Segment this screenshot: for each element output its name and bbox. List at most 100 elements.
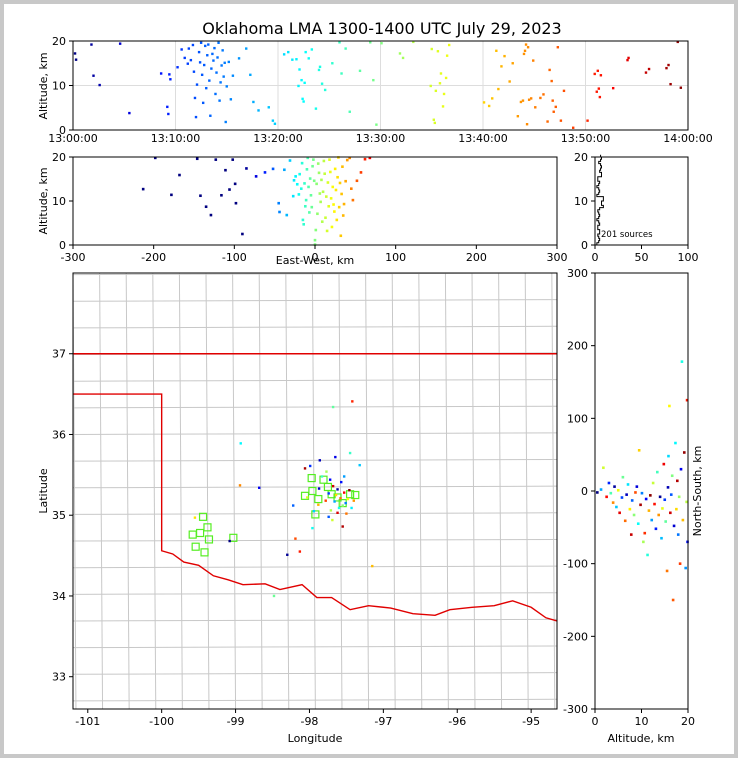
p1-source-point (441, 105, 445, 108)
p1-x-tick-label: 13:20:00 (253, 132, 302, 145)
p5-source-point (651, 481, 655, 485)
p1-source-point (503, 54, 506, 58)
p1-source-point (192, 70, 196, 73)
p1-source-point (166, 105, 169, 109)
p1-x-tick-label: 13:30:00 (356, 132, 405, 145)
p1-source-point (436, 50, 440, 53)
p2-source-point (345, 158, 349, 162)
p2-source-point (330, 225, 334, 229)
p4-y-tick-label: 34 (52, 590, 66, 603)
p4-lma-station (300, 491, 310, 500)
p4-source-point (228, 539, 231, 543)
p1-source-point (491, 97, 494, 100)
county-line (551, 273, 556, 709)
p1-source-point (599, 74, 603, 77)
p1-source-point (500, 65, 503, 68)
p1-source-point (302, 100, 305, 103)
p1-source-point (559, 119, 563, 122)
p2-source-point (337, 205, 341, 209)
p1-x-tick-label: 13:40:00 (458, 132, 507, 145)
p1-source-point (267, 106, 270, 109)
p4-source-point (350, 506, 353, 510)
p5-source-point (656, 470, 659, 474)
p1-source-point (300, 78, 303, 82)
p1-source-point (444, 76, 448, 80)
p3-x-tick-label: 50 (635, 251, 649, 264)
p1-source-point (438, 82, 442, 85)
p5-source-point (666, 486, 670, 489)
county-line (205, 273, 210, 709)
p1-source-point (205, 86, 208, 90)
p5-source-point (609, 491, 613, 495)
p2-source-point (245, 167, 248, 170)
p1-source-point (206, 54, 209, 57)
p5-source-point (637, 449, 641, 452)
p2-source-point (302, 223, 306, 226)
p2-source-point (323, 172, 326, 176)
p1-source-point (74, 58, 78, 61)
p2-source-point (283, 168, 286, 172)
plan-view-map-panel: -101 -100 -99 -98 -97 -96 -95 33 34 35 36 37 Longitu… (37, 272, 558, 745)
p5-source-point (599, 488, 603, 491)
p4-source-point (320, 475, 324, 478)
p1-source-point (586, 119, 589, 122)
p5-source-point (669, 493, 673, 496)
p1-source-point (667, 63, 670, 67)
p5-x-tick-label: 10 (635, 715, 649, 728)
p4-state-border (73, 393, 557, 622)
p4-source-point (193, 516, 197, 519)
county-line (524, 273, 529, 709)
p2-source-point (271, 167, 275, 171)
p4-source-point (292, 504, 295, 507)
p5-source-point (678, 562, 682, 565)
p1-source-point (216, 56, 219, 59)
p2-source-point (324, 195, 328, 198)
p2-source-point (338, 181, 342, 185)
p4-x-tick-label: -96 (448, 715, 466, 728)
p1-source-point (439, 72, 443, 75)
p4-y-axis-label: Latitude (37, 468, 50, 514)
p1-source-point (434, 89, 438, 93)
p5-source-point (668, 404, 671, 408)
p4-x-tick-label: -99 (227, 715, 245, 728)
altitude-time-panel: 13:00:00 13:10:00 13:20:00 13:30:00 13:40:00… (37, 35, 713, 145)
p2-source-point (254, 175, 258, 178)
p2-y-axis-label: Altitude, km (37, 167, 50, 234)
county-line (99, 273, 104, 709)
p5-source-point (679, 467, 683, 471)
p1-source-point (524, 43, 528, 46)
p1-source-point (224, 120, 227, 124)
p5-source-point (626, 483, 630, 486)
p1-source-point (273, 122, 277, 125)
county-line (418, 273, 423, 709)
p1-source-point (348, 110, 351, 113)
p1-x-tick-label: 13:00:00 (48, 132, 97, 145)
county-line (73, 565, 557, 569)
p2-source-point (308, 211, 311, 214)
p1-source-point (220, 64, 223, 67)
p1-source-point (221, 49, 224, 52)
p1-source-point (556, 46, 560, 49)
p2-source-point (315, 182, 318, 186)
p2-source-point (341, 165, 344, 168)
p1-source-point (676, 40, 679, 44)
p2-source-point (335, 218, 339, 222)
p5-x-axis-label: Altitude, km (607, 732, 674, 745)
p4-lma-station (204, 535, 214, 544)
p2-source-point (316, 212, 319, 216)
p2-source-point (314, 228, 318, 232)
p5-source-point (670, 474, 674, 478)
p1-source-point (527, 98, 531, 101)
p2-y-tick-label: 0 (59, 239, 66, 252)
p5-source-point (685, 398, 689, 402)
p1-source-point (212, 59, 215, 62)
p4-source-point (334, 455, 337, 459)
p1-source-point (167, 112, 170, 116)
p2-source-point (277, 201, 280, 205)
county-line (73, 538, 557, 542)
p4-source-point (345, 512, 348, 515)
county-line (178, 273, 183, 709)
p1-source-point (338, 41, 341, 44)
p3-y-tick-label: 0 (581, 239, 588, 252)
p2-x-tick-label: 300 (547, 251, 568, 264)
